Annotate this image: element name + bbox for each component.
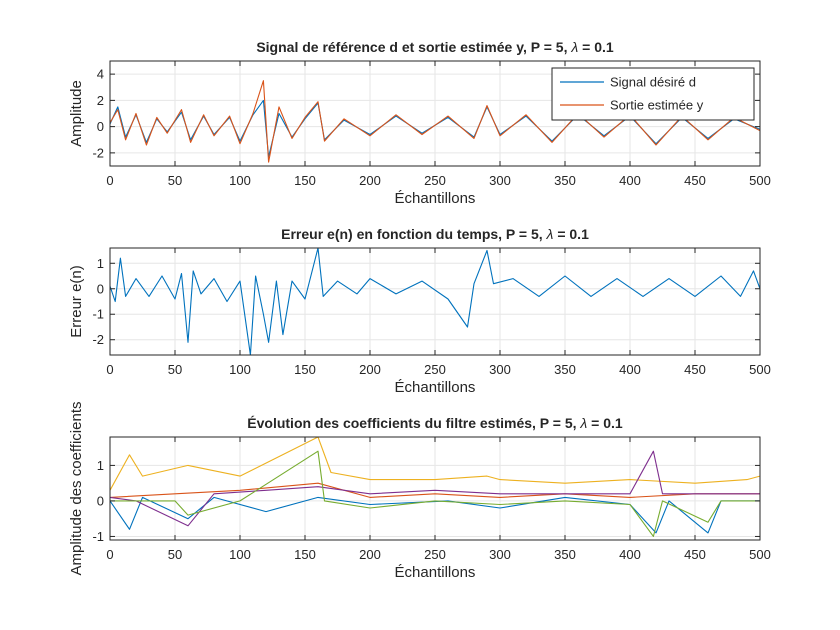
- subplot-2: 0 50 100 150 200 250 300 350 400 450 500 -2 -1 0 1 Erre…: [68, 226, 771, 396]
- x-tick-label: 200: [359, 362, 381, 377]
- y-tick-label: 0: [97, 493, 104, 508]
- x-axis-label: Échantillons: [395, 379, 476, 396]
- x-tick-label: 50: [168, 547, 182, 562]
- series-line-4: [110, 450, 760, 527]
- x-tick-label: 250: [424, 362, 446, 377]
- y-tick-label: -2: [92, 332, 104, 347]
- x-tick-label: 450: [684, 173, 706, 188]
- x-tick-label: 250: [424, 173, 446, 188]
- x-tick-label: 450: [684, 362, 706, 377]
- x-tick-label: 150: [294, 362, 316, 377]
- x-tick-label: 500: [749, 362, 771, 377]
- x-tick-label: 300: [489, 173, 511, 188]
- y-axis-label: Amplitude: [68, 80, 85, 147]
- x-tick-label: 0: [106, 173, 113, 188]
- chart-title: Évolution des coefficients du filtre est…: [247, 415, 623, 431]
- x-tick-label: 0: [106, 547, 113, 562]
- subplot-1: 0 50 100 150 200 250 300 350 400 450 500-2024Signa…: [68, 39, 771, 207]
- y-tick-label: 1: [97, 458, 104, 473]
- x-tick-label: 0: [106, 362, 113, 377]
- x-tick-label: 100: [229, 362, 251, 377]
- subplot-3: 0 50 100 150 200 250 300 350 400 450 500-101Évolut…: [68, 402, 771, 582]
- y-tick-label: 0: [97, 119, 104, 134]
- x-tick-label: 250: [424, 547, 446, 562]
- x-axis-label: Échantillons: [395, 190, 476, 207]
- y-tick-label: 0: [97, 281, 104, 296]
- series-line-2: [110, 80, 760, 163]
- x-tick-label: 200: [359, 547, 381, 562]
- x-tick-label: 50: [168, 173, 182, 188]
- x-tick-label: 100: [229, 547, 251, 562]
- x-tick-label: 300: [489, 547, 511, 562]
- y-tick-label: -1: [92, 307, 104, 322]
- x-tick-label: 200: [359, 173, 381, 188]
- x-tick-label: 300: [489, 362, 511, 377]
- x-tick-label: 150: [294, 547, 316, 562]
- x-tick-label: 50: [168, 362, 182, 377]
- y-tick-label: 2: [97, 93, 104, 108]
- x-tick-label: 450: [684, 547, 706, 562]
- y-axis-label: Erreur e(n): [68, 265, 85, 338]
- x-tick-label: 100: [229, 173, 251, 188]
- series-line-1: [110, 496, 760, 534]
- x-tick-label: 400: [619, 362, 641, 377]
- legend-box: [551, 67, 755, 121]
- y-axis-label: Amplitude des coefficients: [68, 402, 85, 576]
- y-tick-label: -1: [92, 529, 104, 544]
- x-tick-label: 350: [554, 362, 576, 377]
- legend: Signal désiré d Sortie estimée y: [551, 67, 755, 121]
- x-tick-label: 400: [619, 173, 641, 188]
- legend-label: Sortie estimée y: [610, 98, 704, 113]
- x-tick-label: 500: [749, 173, 771, 188]
- x-tick-label: 500: [749, 547, 771, 562]
- x-tick-label: 350: [554, 173, 576, 188]
- x-axis-label: Échantillons: [395, 564, 476, 581]
- series-line-1: [110, 248, 760, 355]
- series-line-2: [110, 482, 760, 498]
- chart-title: Signal de référence d et sortie estimée …: [256, 39, 614, 55]
- y-tick-label: 1: [97, 256, 104, 271]
- x-tick-label: 150: [294, 173, 316, 188]
- y-tick-label: 4: [97, 67, 104, 82]
- series-line-5: [110, 450, 760, 537]
- x-tick-label: 400: [619, 547, 641, 562]
- legend-label: Signal désiré d: [610, 75, 696, 90]
- x-tick-label: 350: [554, 547, 576, 562]
- chart-title: Erreur e(n) en fonction du temps, P = 5,…: [281, 226, 589, 242]
- series-line-3: [110, 437, 760, 491]
- y-tick-label: -2: [92, 145, 104, 160]
